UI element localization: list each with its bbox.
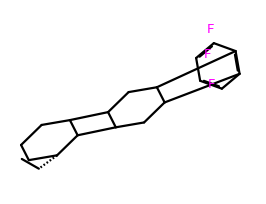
Text: F: F	[207, 77, 215, 90]
Text: F: F	[203, 48, 211, 61]
Text: F: F	[207, 23, 215, 36]
